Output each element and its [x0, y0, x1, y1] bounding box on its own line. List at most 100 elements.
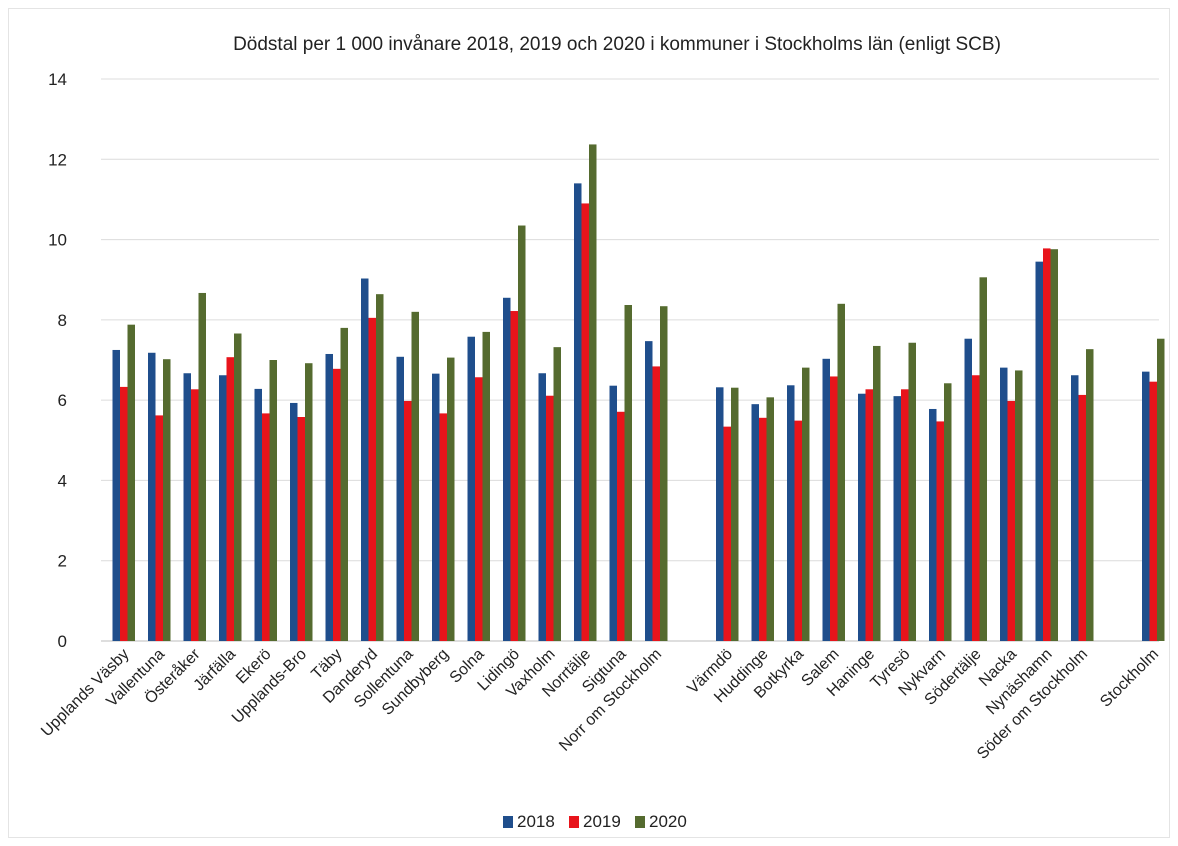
- bar-2020: [340, 327, 348, 641]
- bar-2018: [1142, 371, 1150, 641]
- bar-2018: [1071, 375, 1079, 641]
- y-tick-label: 14: [48, 70, 67, 89]
- bar-2019: [865, 389, 873, 641]
- bar-2018: [751, 404, 759, 641]
- bar-2019: [759, 417, 767, 641]
- legend: 2018 2019 2020: [503, 812, 687, 831]
- bar-2019: [617, 411, 625, 641]
- bar-2019: [226, 357, 234, 641]
- bar-2020: [802, 367, 810, 641]
- chart-title: Dödstal per 1 000 invånare 2018, 2019 oc…: [233, 34, 1001, 55]
- bar-2019: [830, 376, 838, 641]
- bar-2018: [538, 373, 546, 641]
- bar-2020: [589, 144, 597, 641]
- bar-2019: [652, 366, 660, 641]
- legend-swatch-2018: [503, 816, 513, 828]
- bar-2019: [936, 421, 944, 641]
- bar-2018: [467, 336, 475, 641]
- bar-2018: [893, 396, 901, 641]
- bar-2018: [361, 278, 369, 641]
- bar-2018: [432, 373, 440, 641]
- bar-2018: [964, 338, 972, 641]
- y-tick-label: 4: [58, 471, 67, 490]
- bar-2018: [609, 385, 617, 641]
- bar-2019: [510, 311, 518, 641]
- y-tick-label: 0: [58, 632, 67, 651]
- bar-2019: [901, 389, 909, 641]
- x-axis-labels: Upplands VäsbyVallentunaÖsteråkerJärfäll…: [38, 645, 1162, 763]
- bar-2018: [503, 297, 511, 641]
- y-tick-label: 8: [58, 311, 67, 330]
- bar-2018: [574, 183, 582, 641]
- bar-2019: [439, 413, 447, 641]
- bar-2020: [127, 324, 135, 641]
- bar-2020: [766, 397, 774, 641]
- legend-swatch-2020: [635, 816, 645, 828]
- bar-2020: [1015, 370, 1023, 641]
- bar-2020: [660, 306, 668, 641]
- bar-2018: [822, 358, 830, 641]
- bar-2020: [908, 342, 916, 641]
- bar-2020: [234, 333, 242, 641]
- bar-2018: [148, 352, 156, 641]
- bar-2019: [1007, 400, 1015, 641]
- bar-2020: [837, 303, 845, 641]
- bar-2020: [731, 387, 739, 641]
- bar-2018: [1035, 261, 1043, 641]
- legend-label: 2019: [583, 812, 621, 831]
- bar-2020: [1086, 349, 1094, 641]
- bar-2019: [1149, 381, 1157, 641]
- y-tick-label: 12: [48, 150, 67, 169]
- bar-2018: [219, 375, 227, 641]
- legend-swatch-2019: [569, 816, 579, 828]
- y-tick-label: 10: [48, 231, 67, 250]
- bar-2018: [858, 393, 866, 641]
- bar-2019: [404, 400, 412, 641]
- y-tick-label: 6: [58, 391, 67, 410]
- bar-2019: [972, 375, 980, 641]
- bar-2020: [447, 357, 455, 641]
- bar-2019: [368, 317, 376, 641]
- bar-2019: [1043, 248, 1051, 641]
- bar-2018: [396, 356, 404, 641]
- bar-2018: [254, 388, 262, 641]
- bar-2020: [198, 292, 206, 641]
- y-axis-ticks: 0 2 4 6 8 10 12 14: [48, 70, 67, 651]
- bar-2020: [269, 360, 277, 641]
- bar-2019: [120, 386, 128, 641]
- x-category-label: Stockholm: [1097, 646, 1162, 711]
- bar-2018: [325, 353, 333, 641]
- bar-2020: [979, 277, 987, 641]
- bar-2019: [155, 415, 163, 641]
- bar-2019: [262, 413, 270, 641]
- bar-2019: [581, 203, 589, 641]
- bar-2019: [1078, 394, 1086, 641]
- bar-2019: [191, 389, 199, 641]
- bar-2020: [482, 331, 490, 641]
- bar-2020: [1157, 338, 1165, 641]
- bar-2019: [475, 377, 483, 641]
- bar-2019: [297, 417, 305, 641]
- legend-label: 2020: [649, 812, 687, 831]
- bar-2020: [376, 294, 384, 641]
- bar-2018: [1000, 367, 1008, 641]
- bar-2020: [411, 311, 419, 641]
- bar-2018: [929, 408, 937, 641]
- bar-2020: [553, 347, 561, 641]
- bar-2020: [624, 305, 632, 641]
- bar-2020: [873, 345, 881, 641]
- bar-2018: [716, 387, 724, 641]
- bars: [112, 144, 1165, 641]
- bar-2018: [645, 341, 653, 641]
- bar-2018: [787, 385, 795, 641]
- bar-2020: [163, 359, 171, 641]
- bar-2019: [546, 395, 554, 641]
- bar-2019: [333, 368, 341, 641]
- legend-label: 2018: [517, 812, 555, 831]
- bar-2020: [518, 225, 526, 641]
- bar-2018: [112, 349, 120, 641]
- y-tick-label: 2: [58, 552, 67, 571]
- bar-2020: [1050, 249, 1058, 641]
- bar-2020: [305, 363, 313, 641]
- chart-frame: Dödstal per 1 000 invånare 2018, 2019 oc…: [8, 8, 1170, 838]
